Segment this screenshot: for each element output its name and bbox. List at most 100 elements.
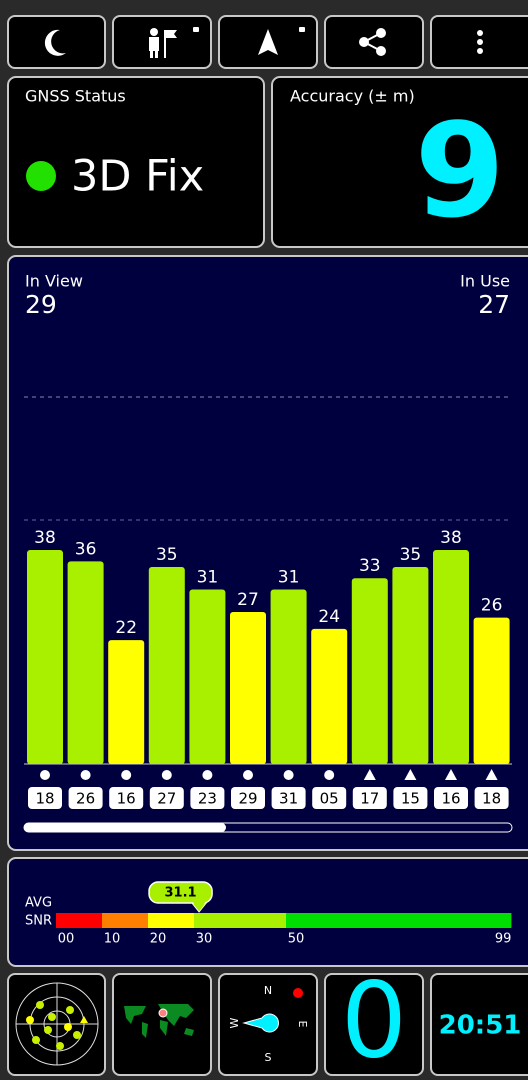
in-use-value: 27 (478, 290, 510, 319)
scale-tick-label: 50 (288, 932, 305, 947)
prn-box (474, 787, 509, 809)
prn-box (352, 787, 387, 809)
prn-label: 31 (279, 790, 298, 808)
compass-north: N (264, 984, 272, 997)
scale-segment (102, 913, 148, 928)
snr-label: 27 (237, 590, 259, 610)
snr-bar (351, 578, 388, 764)
prn-box (271, 787, 306, 809)
snr-label: 33 (359, 556, 381, 576)
scale-tick-label: 30 (196, 932, 213, 947)
scale-segment (286, 913, 512, 928)
clock-button[interactable] (430, 973, 528, 1076)
avg-pointer-fill (192, 901, 207, 910)
snr-label: 31 (278, 567, 300, 587)
scale-tick-label: 10 (104, 932, 121, 947)
avg-snr-panel (7, 857, 528, 967)
prn-box (109, 787, 144, 809)
snr-bar (230, 611, 266, 764)
prn-box (149, 787, 184, 809)
snr-label: 26 (481, 596, 503, 616)
prn-box (393, 787, 428, 809)
world-map-icon (124, 1004, 194, 1038)
snr-bar (433, 550, 469, 764)
accuracy-panel (271, 76, 528, 248)
snr-label: 38 (440, 528, 462, 548)
moon-icon (44, 29, 66, 56)
prn-label: 16 (117, 790, 136, 808)
avg-bubble (148, 881, 213, 904)
compass-west: W (228, 1017, 241, 1028)
snr-bar (473, 617, 510, 764)
prn-label: 18 (482, 790, 501, 808)
prn-label: 26 (76, 790, 95, 808)
prn-box (68, 787, 103, 809)
scroll-thumb[interactable] (24, 823, 226, 832)
compass-east: E (296, 1021, 309, 1028)
constellation-marker (80, 770, 91, 780)
constellation-marker (243, 770, 253, 780)
accuracy-label: Accuracy (± m) (290, 87, 415, 106)
snr-label: SNR (25, 914, 52, 929)
prn-box (28, 787, 62, 809)
snr-label: 22 (115, 618, 137, 638)
constellation-marker (202, 770, 213, 780)
snr-bars: 38 18 36 26 22 16 35 27 31 23 27 29 31 31 24 05 33 17 35 15… (27, 528, 510, 809)
snr-label: 35 (156, 545, 178, 565)
prn-label: 18 (35, 790, 54, 808)
scale-segment (194, 913, 286, 928)
in-view-value: 29 (25, 290, 57, 319)
prn-box (190, 787, 225, 809)
constellation-marker (121, 770, 132, 780)
status-label: GNSS Status (25, 87, 126, 106)
avg-value: 31.1 (165, 886, 197, 901)
poi-button[interactable] (112, 15, 212, 69)
prn-label: 05 (320, 790, 339, 808)
constellation-marker (161, 770, 172, 780)
snr-bar (189, 589, 226, 764)
in-view-label: In View (25, 272, 83, 291)
compass-needle (242, 1013, 279, 1033)
constellation-marker (324, 770, 335, 780)
constellation-marker (283, 770, 294, 780)
snr-bar (311, 628, 348, 764)
accuracy-value: 9 (415, 95, 505, 247)
snr-label: 38 (34, 528, 56, 548)
prn-label: 29 (238, 790, 257, 808)
menu-icon (477, 30, 483, 54)
constellation-marker (445, 769, 457, 780)
constellation-marker (363, 769, 376, 780)
navigation-icon (258, 27, 305, 55)
clock-value: 20:51 (439, 1011, 522, 1041)
snr-label: 31 (197, 567, 219, 587)
prn-label: 23 (198, 790, 217, 808)
share-button[interactable] (324, 15, 424, 69)
constellation-marker (485, 769, 498, 780)
snr-bar (392, 566, 429, 764)
constellation-marker (404, 769, 417, 780)
scale-tick-label: 00 (58, 932, 75, 947)
snr-bar (148, 566, 185, 764)
prn-label: 16 (441, 790, 460, 808)
night-mode-button[interactable] (7, 15, 106, 69)
in-use-label: In Use (460, 272, 510, 291)
prn-box (434, 787, 468, 809)
prn-box (312, 787, 347, 809)
avg-label: AVG (25, 896, 52, 911)
snr-bar (67, 561, 104, 764)
prn-label: 15 (401, 790, 420, 808)
snr-bar (27, 550, 63, 764)
snr-label: 24 (318, 607, 340, 627)
scale-tick-label: 20 (150, 932, 167, 947)
person-flag-icon (149, 27, 199, 58)
toolbar (7, 15, 528, 69)
fix-indicator (26, 161, 56, 191)
snr-scale: 00 10 20 30 50 99 31.1 (56, 881, 512, 947)
snr-bar (108, 640, 145, 764)
snr-label: 36 (75, 539, 97, 559)
compass-south: S (265, 1051, 272, 1064)
prn-label: 17 (360, 790, 379, 808)
speed-button[interactable] (324, 973, 424, 1076)
snr-label: 35 (400, 545, 422, 565)
